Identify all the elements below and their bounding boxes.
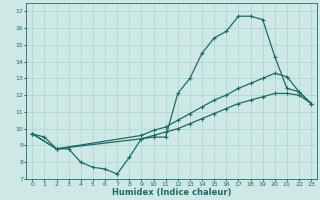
X-axis label: Humidex (Indice chaleur): Humidex (Indice chaleur)	[112, 188, 231, 197]
